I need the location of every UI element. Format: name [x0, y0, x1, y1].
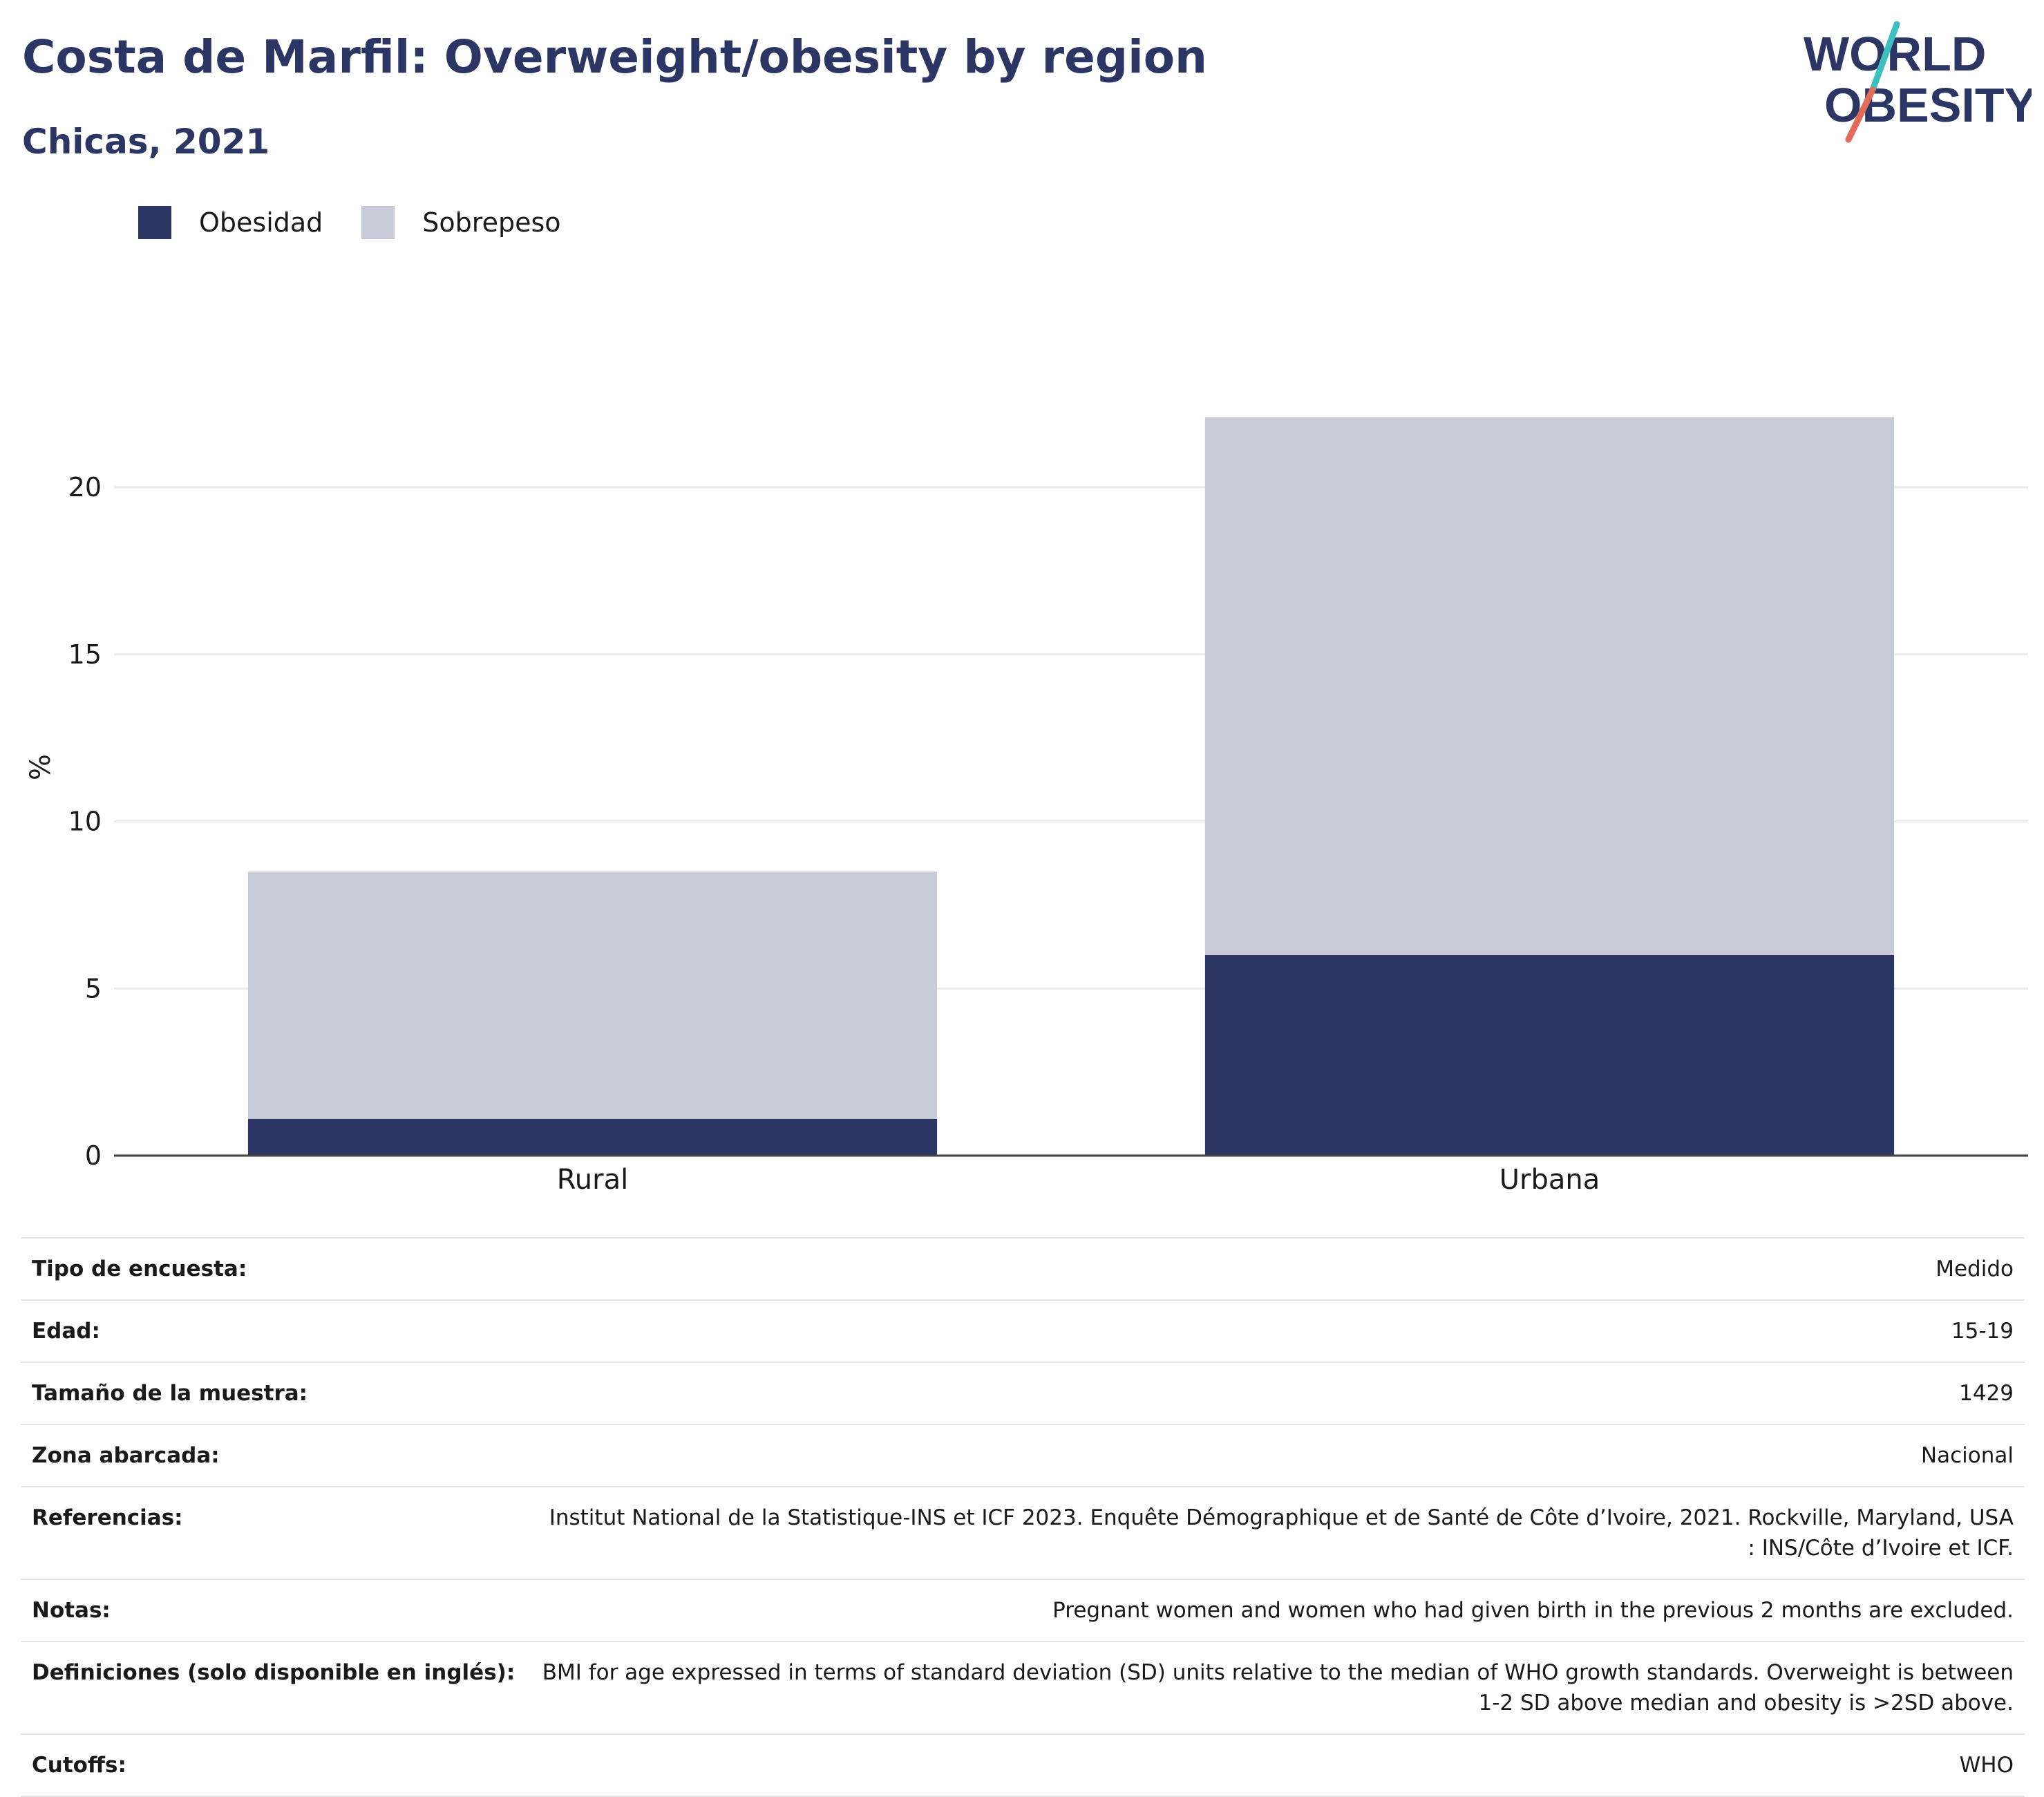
x-tick-label: Rural — [557, 1164, 628, 1196]
info-row: Edad: 15-19 — [21, 1300, 2025, 1362]
logo-slash-teal — [1869, 21, 1900, 93]
y-tick-label: 10 — [68, 807, 102, 837]
bars — [247, 417, 1895, 1156]
stacked-bar-chart: 0 5 10 15 20% Rural Urbana — [25, 417, 2028, 1196]
y-tick-label: 0 — [85, 1140, 102, 1171]
info-label: Definiciones (solo disponible en inglés)… — [32, 1660, 515, 1685]
info-label: Tamaño de la muestra: — [32, 1381, 308, 1406]
legend-label-obesity: Obesidad — [199, 207, 323, 238]
info-row: Tamaño de la muestra: 1429 — [21, 1362, 2025, 1424]
info-label: Referencias: — [32, 1505, 183, 1530]
y-tick-label: 15 — [68, 639, 102, 670]
info-value: Pregnant women and women who had given b… — [1052, 1598, 2014, 1623]
chart-title: Costa de Marfil: Overweight/obesity by r… — [22, 30, 1208, 84]
y-tick-label: 5 — [85, 973, 102, 1004]
bar-obesity-urbana[interactable] — [1204, 954, 1895, 1156]
info-value: Institut National de la Statistique-INS … — [549, 1505, 2014, 1561]
info-label: Tipo de encuesta: — [32, 1257, 247, 1281]
legend-item-overweight[interactable]: Sobrepeso — [361, 206, 561, 239]
info-label: Edad: — [32, 1319, 100, 1344]
x-tick-label: Urbana — [1499, 1164, 1600, 1196]
bar-overweight-urbana[interactable] — [1204, 417, 1895, 955]
chart-subtitle: Chicas, 2021 — [22, 122, 270, 162]
logo-slash-coral — [1845, 86, 1876, 143]
info-label: Notas: — [32, 1598, 111, 1623]
info-value: WHO — [1959, 1753, 2014, 1778]
info-row: Definiciones (solo disponible en inglés)… — [21, 1641, 2025, 1734]
info-value: 1429 — [1959, 1381, 2014, 1406]
legend-swatch-overweight — [361, 206, 395, 239]
info-row: Zona abarcada: Nacional — [21, 1424, 2025, 1487]
info-value: 15-19 — [1951, 1319, 2014, 1344]
y-axis-label: % — [25, 754, 57, 780]
legend-item-obesity[interactable]: Obesidad — [138, 206, 323, 239]
y-tick-label: 20 — [68, 472, 102, 502]
axes: 0 5 10 15 20% Rural Urbana — [25, 472, 2028, 1196]
info-value: BMI for age expressed in terms of standa… — [542, 1660, 2014, 1715]
info-row: Tipo de encuesta: Medido — [21, 1238, 2025, 1300]
info-label: Cutoffs: — [32, 1753, 126, 1778]
info-value: Medido — [1936, 1257, 2014, 1281]
world-obesity-logo: WORLD OBESITY — [1804, 21, 2032, 143]
info-row: Referencias: Institut National de la Stat… — [21, 1487, 2025, 1579]
chart-legend: Obesidad Sobrepeso — [138, 206, 600, 239]
info-label: Zona abarcada: — [32, 1443, 220, 1468]
survey-info-table: Tipo de encuesta: Medido Edad: 15-19 Tamaño … — [21, 1237, 2025, 1797]
info-value: Nacional — [1920, 1443, 2014, 1468]
bar-obesity-rural[interactable] — [247, 1118, 938, 1156]
info-row: Notas: Pregnant women and women who had g… — [21, 1579, 2025, 1641]
bar-overweight-rural[interactable] — [247, 872, 938, 1119]
legend-swatch-obesity — [138, 206, 171, 239]
legend-label-overweight: Sobrepeso — [422, 207, 561, 238]
